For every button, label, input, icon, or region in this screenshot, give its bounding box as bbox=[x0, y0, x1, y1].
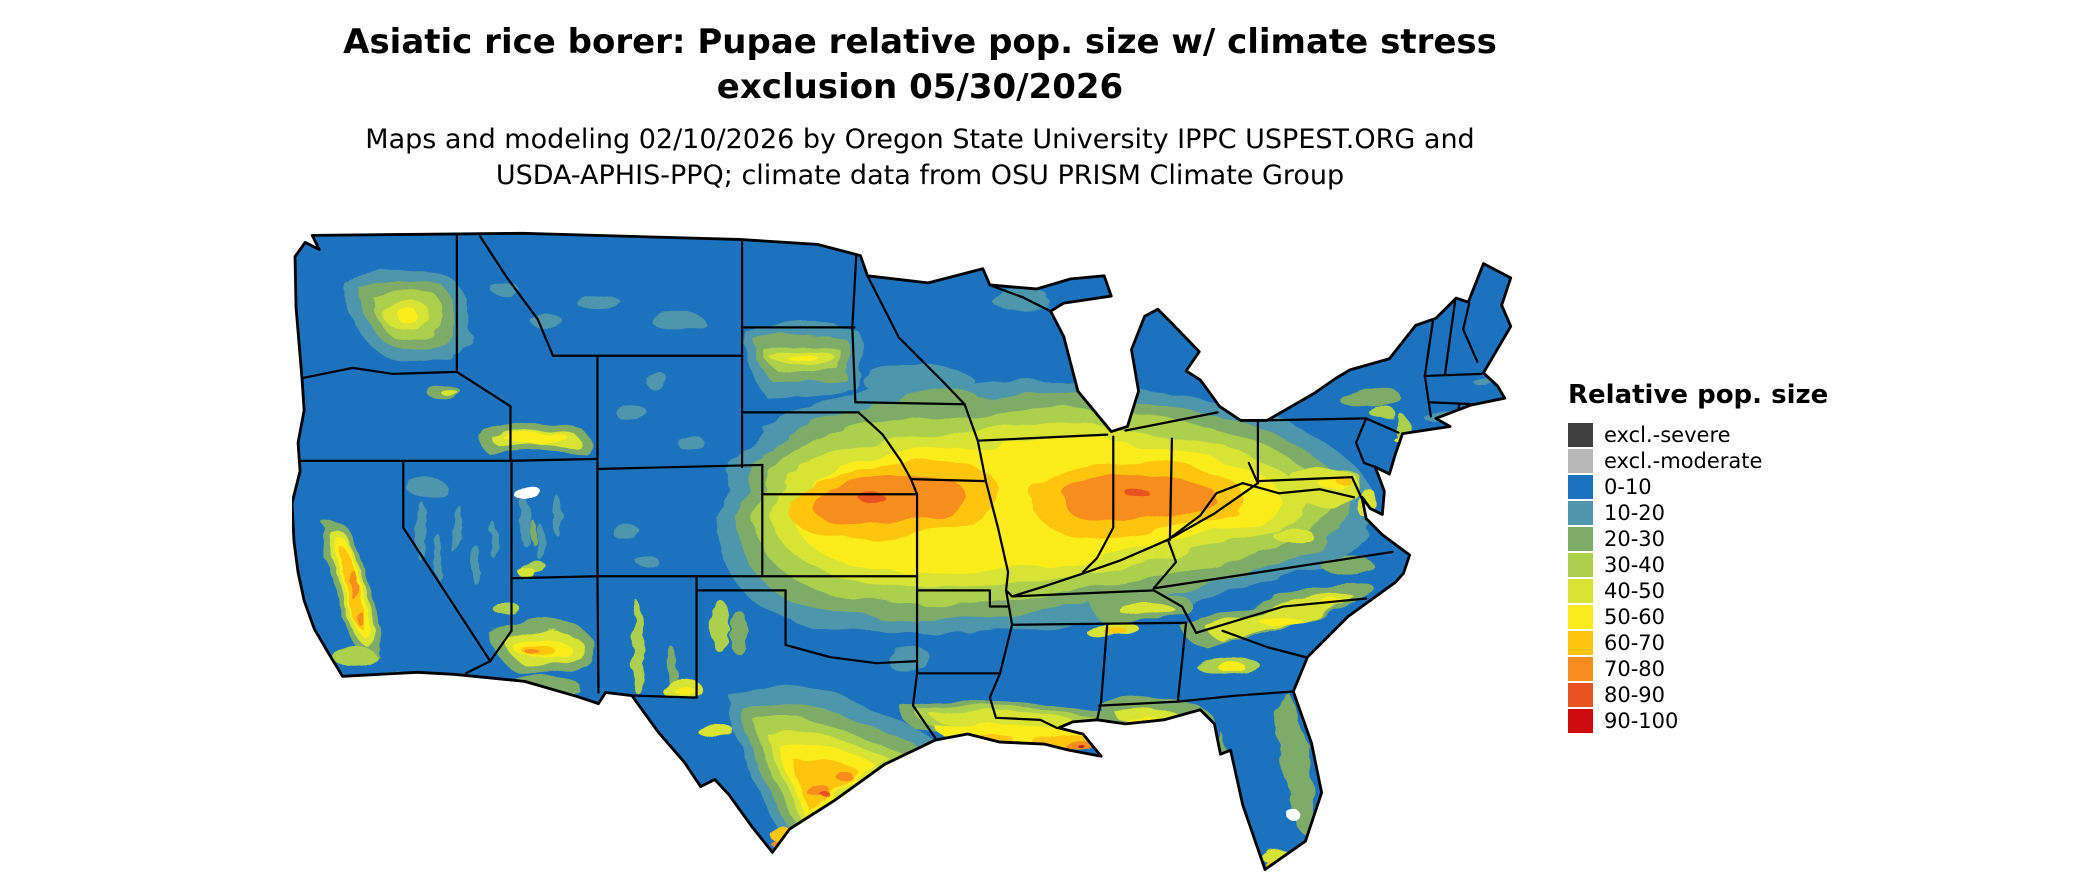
legend-label: 60-70 bbox=[1604, 631, 1666, 655]
page-title: Asiatic rice borer: Pupae relative pop. … bbox=[130, 20, 1710, 110]
legend-label: 30-40 bbox=[1604, 553, 1666, 577]
legend-swatch bbox=[1568, 553, 1593, 577]
legend-item: excl.-moderate bbox=[1568, 448, 1828, 474]
legend-swatch bbox=[1568, 449, 1593, 473]
legend-swatch bbox=[1568, 657, 1593, 681]
legend-label: 90-100 bbox=[1604, 709, 1679, 733]
legend-swatch bbox=[1568, 475, 1593, 499]
legend-item: 10-20 bbox=[1568, 500, 1828, 526]
subtitle-line-1: Maps and modeling 02/10/2026 by Oregon S… bbox=[365, 124, 1475, 155]
legend-swatch bbox=[1568, 605, 1593, 629]
great-salt-lake bbox=[514, 484, 541, 503]
legend-swatch bbox=[1568, 501, 1593, 525]
legend-label: excl.-severe bbox=[1604, 423, 1731, 447]
legend-swatch bbox=[1568, 527, 1593, 551]
page-subtitle: Maps and modeling 02/10/2026 by Oregon S… bbox=[130, 122, 1710, 195]
legend-item: excl.-severe bbox=[1568, 422, 1828, 448]
legend-rows: excl.-severe excl.-moderate 0-10 10-20 20-30… bbox=[1568, 422, 1828, 734]
heat-clip bbox=[320, 269, 1494, 870]
legend-swatch bbox=[1568, 423, 1593, 447]
legend-swatch bbox=[1568, 683, 1593, 707]
legend-label: 70-80 bbox=[1604, 657, 1666, 681]
legend-swatch bbox=[1568, 631, 1593, 655]
subtitle-line-2: USDA-APHIS-PPQ; climate data from OSU PR… bbox=[495, 160, 1345, 192]
legend-swatch bbox=[1568, 709, 1593, 733]
legend-label: 20-30 bbox=[1604, 527, 1666, 551]
legend-item: 40-50 bbox=[1568, 578, 1828, 604]
legend-label: 10-20 bbox=[1604, 501, 1666, 525]
title-line-2: exclusion 05/30/2026 bbox=[716, 66, 1124, 107]
legend: Relative pop. size excl.-severe excl.-mod… bbox=[1568, 380, 1828, 734]
legend-item: 30-40 bbox=[1568, 552, 1828, 578]
heat-layers bbox=[320, 269, 1494, 870]
title-line-1: Asiatic rice borer: Pupae relative pop. … bbox=[343, 22, 1497, 62]
legend-item: 0-10 bbox=[1568, 474, 1828, 500]
legend-item: 50-60 bbox=[1568, 604, 1828, 630]
legend-label: 0-10 bbox=[1604, 475, 1652, 499]
legend-label: 80-90 bbox=[1604, 683, 1666, 707]
legend-label: 50-60 bbox=[1604, 605, 1666, 629]
legend-swatch bbox=[1568, 579, 1593, 603]
legend-item: 70-80 bbox=[1568, 656, 1828, 682]
legend-item: 80-90 bbox=[1568, 682, 1828, 708]
legend-title: Relative pop. size bbox=[1568, 380, 1829, 410]
legend-item: 60-70 bbox=[1568, 630, 1828, 656]
us-map bbox=[292, 228, 1532, 888]
legend-label: excl.-moderate bbox=[1604, 449, 1763, 473]
legend-item: 90-100 bbox=[1568, 708, 1828, 734]
legend-label: 40-50 bbox=[1604, 579, 1666, 603]
legend-item: 20-30 bbox=[1568, 526, 1828, 552]
lake-okeechobee bbox=[1284, 807, 1299, 818]
state-borders bbox=[297, 233, 1483, 740]
us-map-svg bbox=[292, 231, 1513, 871]
